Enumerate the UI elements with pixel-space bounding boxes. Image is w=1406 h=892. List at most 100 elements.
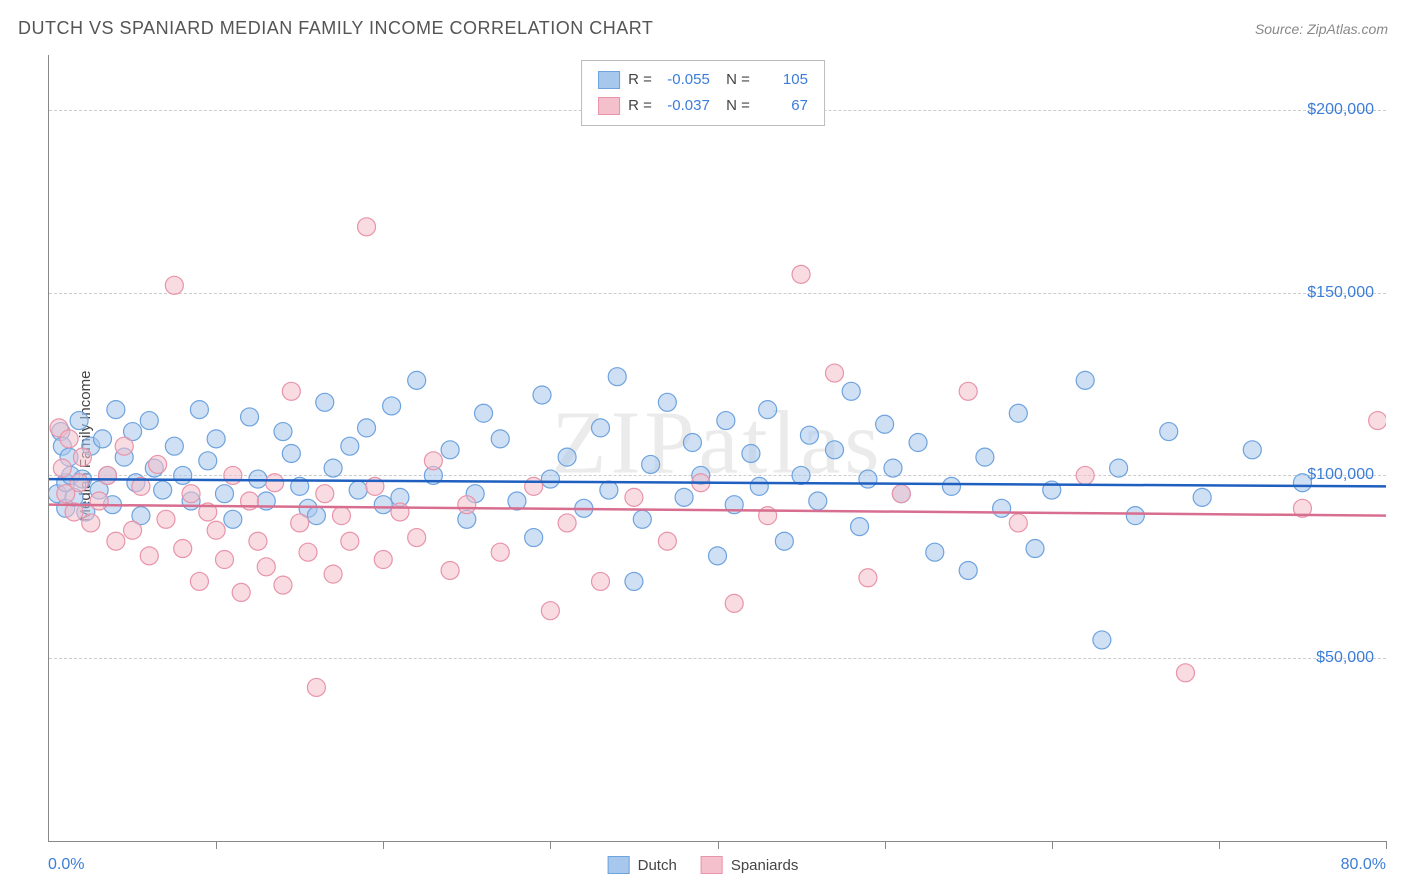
x-tick [216,841,217,849]
scatter-point [592,419,610,437]
scatter-point [199,452,217,470]
scatter-point [341,437,359,455]
legend-swatch [608,856,630,874]
scatter-point [441,561,459,579]
legend-item: Dutch [608,856,677,874]
scatter-point [282,444,300,462]
scatter-point [316,393,334,411]
scatter-point [316,485,334,503]
scatter-point [374,551,392,569]
x-tick [550,841,551,849]
scatter-point [115,437,133,455]
scatter-point [1126,507,1144,525]
chart-plot-area: ZIPatlas $50,000$100,000$150,000$200,000 [48,55,1386,842]
scatter-point [215,551,233,569]
scatter-point [633,510,651,528]
x-tick [718,841,719,849]
chart-title: DUTCH VS SPANIARD MEDIAN FAMILY INCOME C… [18,18,653,39]
scatter-point [800,426,818,444]
legend-item: Spaniards [701,856,799,874]
scatter-point [441,441,459,459]
legend-swatch [701,856,723,874]
scatter-point [266,474,284,492]
scatter-point [876,415,894,433]
scatter-point [709,547,727,565]
x-tick [383,841,384,849]
scatter-point [408,529,426,547]
legend-n-label: N = [718,93,750,119]
scatter-point [491,430,509,448]
scatter-point [558,448,576,466]
scatter-point [274,423,292,441]
scatter-point [391,503,409,521]
legend-n-value: 67 [758,93,808,119]
scatter-point [82,514,100,532]
legend-r-label: R = [628,93,652,119]
scatter-point [458,496,476,514]
scatter-point [658,532,676,550]
scatter-point [959,561,977,579]
scatter-point [207,521,225,539]
scatter-point [959,382,977,400]
legend-r-label: R = [628,67,652,93]
scatter-point [759,401,777,419]
scatter-point [154,481,172,499]
legend-n-value: 105 [758,67,808,93]
scatter-point [282,382,300,400]
scatter-point [491,543,509,561]
scatter-point [174,540,192,558]
scatter-point [475,404,493,422]
scatter-point [107,532,125,550]
scatter-point [792,265,810,283]
scatter-point [307,507,325,525]
scatter-point [1009,404,1027,422]
scatter-point [165,276,183,294]
x-tick [1052,841,1053,849]
x-tick [1219,841,1220,849]
scatter-point [851,518,869,536]
scatter-point [725,594,743,612]
legend-n-label: N = [718,67,750,93]
scatter-point [174,466,192,484]
scatter-point [558,514,576,532]
scatter-point [232,583,250,601]
scatter-point [241,408,259,426]
scatter-point [224,466,242,484]
x-tick [1386,841,1387,849]
scatter-point [675,488,693,506]
scatter-point [926,543,944,561]
scatter-svg [49,55,1386,841]
scatter-point [324,459,342,477]
scatter-point [107,401,125,419]
scatter-point [124,521,142,539]
x-axis-max-label: 80.0% [1341,856,1386,874]
scatter-point [750,477,768,495]
scatter-point [257,558,275,576]
scatter-point [299,543,317,561]
scatter-point [1076,466,1094,484]
chart-header: DUTCH VS SPANIARD MEDIAN FAMILY INCOME C… [18,18,1388,39]
scatter-point [90,492,108,510]
scatter-point [1093,631,1111,649]
scatter-point [307,678,325,696]
scatter-point [1160,423,1178,441]
scatter-point [224,510,242,528]
scatter-point [942,477,960,495]
legend-row: R =-0.055 N =105 [598,67,808,93]
scatter-point [1193,488,1211,506]
correlation-legend: R =-0.055 N =105R =-0.037 N =67 [581,60,825,126]
x-axis-min-label: 0.0% [48,856,84,874]
scatter-point [825,441,843,459]
scatter-point [541,470,559,488]
scatter-point [642,455,660,473]
scatter-point [190,401,208,419]
scatter-point [157,510,175,528]
scatter-point [70,412,88,430]
legend-row: R =-0.037 N =67 [598,93,808,119]
scatter-point [1076,371,1094,389]
scatter-point [73,448,91,466]
scatter-point [249,532,267,550]
scatter-point [683,434,701,452]
scatter-point [976,448,994,466]
legend-swatch [598,71,620,89]
